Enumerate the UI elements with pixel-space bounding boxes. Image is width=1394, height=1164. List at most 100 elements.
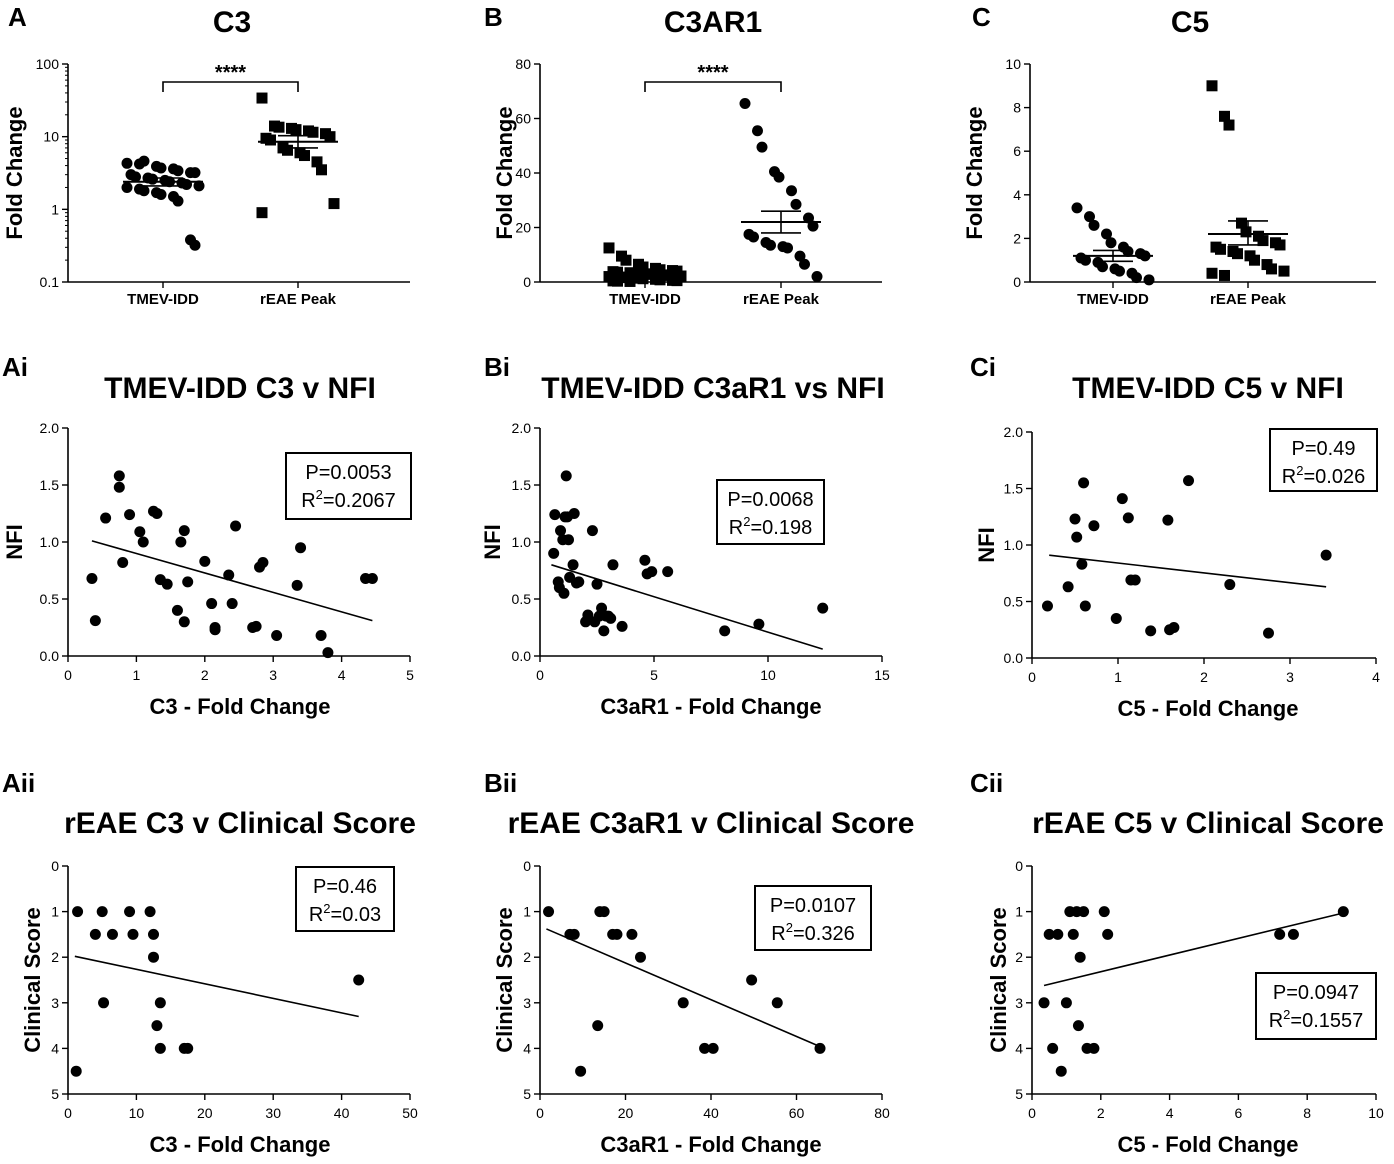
y-tick-label: 0.0 [512, 648, 532, 664]
data-point [646, 566, 658, 578]
x-tick-label: 2 [1200, 669, 1208, 685]
data-point [172, 195, 184, 207]
x-tick-label: 2 [201, 667, 209, 683]
data-point [230, 520, 242, 532]
data-point [1223, 119, 1235, 131]
data-point [100, 512, 112, 524]
data-point [560, 470, 572, 482]
data-point [582, 609, 594, 621]
x-tick-label: 20 [618, 1105, 634, 1121]
series-reae-peak [739, 98, 823, 283]
regression-line [1049, 554, 1327, 588]
data-point [117, 557, 129, 569]
y-tick-label: 5 [51, 1086, 59, 1102]
y-tick-label: 3 [523, 995, 531, 1011]
panel-letter: B [484, 2, 503, 32]
data-point [620, 254, 632, 266]
x-tick-label: 15 [874, 667, 890, 683]
y-tick-label: 0 [51, 858, 59, 874]
panel-a: A C3 Fold Change 0.1 1 10 100 TMEV-IDD rEAE Peak… [2, 2, 410, 308]
p-value: P=0.49 [1292, 438, 1356, 460]
data-point [70, 1065, 82, 1077]
data-point [113, 481, 125, 493]
data-point [113, 470, 125, 482]
data-point [756, 141, 768, 153]
category-label: TMEV-IDD [1077, 291, 1149, 308]
stat-box: P=0.0053 R2=0.2067 [285, 452, 412, 520]
series-reae-peak [256, 92, 340, 219]
data-point [1088, 1042, 1100, 1054]
stat-box-border [716, 479, 825, 545]
y-axis-title: NFI [480, 524, 505, 559]
data-point [1274, 928, 1286, 940]
y-tick-label: 6 [1013, 143, 1021, 159]
data-point [719, 625, 731, 637]
panel-letter: Aii [2, 768, 35, 798]
data-point [1257, 235, 1269, 247]
data-point [121, 157, 133, 169]
r-squared-value: =0.326 [793, 923, 855, 945]
x-tick-label: 0 [64, 667, 72, 683]
panel-letter: Cii [970, 768, 1003, 798]
y-tick-label: 10 [1005, 56, 1021, 72]
y-tick-label: 0.0 [1004, 650, 1024, 666]
data-point [639, 554, 651, 566]
panel-ci: Ci TMEV-IDD C5 v NFI NFI 0.0 0.5 1.0 1.5 2.0 0 1 2… [970, 352, 1380, 721]
data-point [1116, 493, 1128, 505]
data-point [98, 997, 110, 1009]
data-point [1084, 211, 1095, 223]
significance-bracket [162, 81, 299, 92]
panel-bi: Bi TMEV-IDD C3aR1 vs NFI NFI 0.0 0.5 1.0 1.5 2.… [480, 352, 890, 719]
x-tick-label: 3 [1286, 669, 1294, 685]
data-point [799, 258, 810, 270]
p-value: P=0.0947 [1273, 982, 1359, 1004]
data-point [328, 198, 340, 210]
data-point [811, 271, 823, 283]
r-squared-sup: 2 [316, 487, 323, 502]
panel-title: C3AR1 [664, 6, 762, 39]
y-tick-label: 1.0 [40, 534, 60, 550]
data-point [178, 525, 190, 537]
data-point [1232, 248, 1243, 260]
data-point [1236, 217, 1247, 229]
stat-box-border [1255, 972, 1377, 1040]
regression-line [546, 928, 823, 1049]
stat-box-border [285, 452, 412, 520]
category-label: TMEV-IDD [609, 291, 681, 308]
r-squared-value: =0.026 [1303, 466, 1365, 488]
data-point [265, 134, 276, 146]
panel-title: TMEV-IDD C5 v NFI [1072, 372, 1344, 405]
data-point [1079, 600, 1091, 612]
data-point [1055, 1065, 1067, 1077]
data-point [605, 612, 617, 624]
r-squared-sup: 2 [323, 901, 330, 916]
x-axis-title: C3aR1 - Fold Change [600, 694, 821, 719]
data-points [1041, 475, 1332, 639]
data-point [182, 1042, 194, 1054]
y-tick-label: 2 [1015, 949, 1023, 965]
data-point [543, 906, 555, 918]
y-tick-label: 0.0 [40, 648, 60, 664]
data-point [89, 928, 101, 940]
panel-title: rEAE C3 v Clinical Score [64, 807, 416, 840]
data-point [753, 618, 765, 630]
data-point [151, 1020, 163, 1032]
data-point [322, 647, 334, 659]
data-point [315, 629, 327, 641]
data-point [1047, 1042, 1059, 1054]
data-point [1041, 600, 1053, 612]
data-point [148, 951, 159, 963]
data-point [1088, 520, 1100, 532]
data-point [1052, 928, 1064, 940]
data-point [226, 598, 238, 610]
x-tick-label: 4 [1372, 669, 1380, 685]
data-point [273, 121, 285, 133]
y-tick-label: 1 [51, 201, 59, 217]
r-squared: R2=0.03 [309, 901, 381, 926]
y-tick-label: 4 [523, 1040, 531, 1056]
data-point [626, 928, 638, 940]
data-point [121, 181, 133, 193]
y-tick-label: 2 [51, 949, 59, 965]
data-point [86, 572, 98, 584]
data-point [206, 598, 218, 610]
